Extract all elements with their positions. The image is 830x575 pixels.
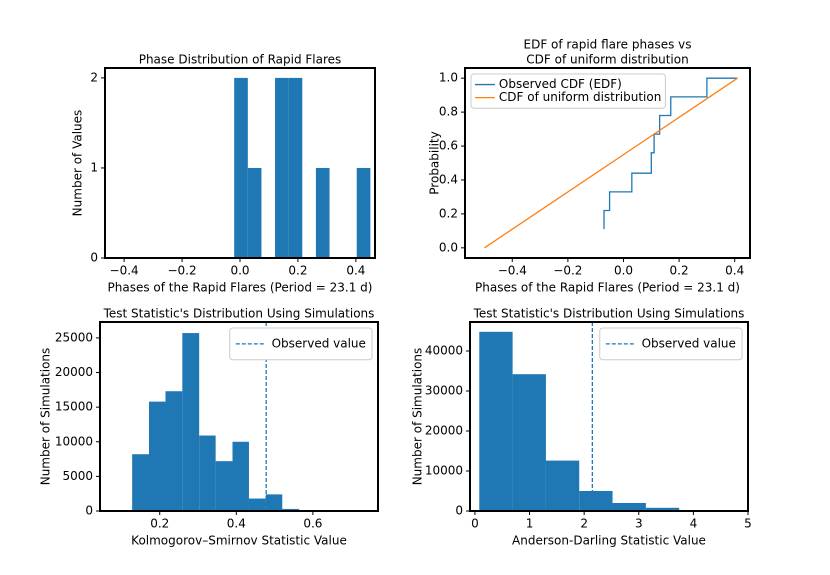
chart-title: Test Statistic's Distribution Using Simu… xyxy=(103,307,375,321)
chart-title: CDF of uniform distribution xyxy=(526,53,688,67)
bar xyxy=(612,503,646,511)
x-axis-label: Kolmogorov–Smirnov Statistic Value xyxy=(131,534,347,548)
axes-frame xyxy=(104,67,376,259)
bar xyxy=(247,167,262,258)
x-tick-label: −0.2 xyxy=(553,264,582,278)
bar xyxy=(288,77,303,258)
x-tick-label: 0.4 xyxy=(227,517,246,531)
legend-box xyxy=(599,327,743,361)
series-line xyxy=(484,77,738,249)
x-tick-label: 5 xyxy=(744,517,752,531)
y-tick-label: 10000 xyxy=(425,464,463,478)
x-tick-label: 0.4 xyxy=(725,264,744,278)
y-tick-label: 10000 xyxy=(55,434,93,448)
y-tick-label: 0.6 xyxy=(439,139,458,153)
x-tick-label: 0.2 xyxy=(288,264,307,278)
y-axis-label: Number of Simulations xyxy=(411,348,425,486)
y-tick-label: 0 xyxy=(90,251,98,265)
chart-title: Phase Distribution of Rapid Flares xyxy=(139,53,342,67)
y-axis-label: Probability xyxy=(428,131,442,194)
legend-label: Observed value xyxy=(642,336,736,350)
y-tick-label: 5000 xyxy=(62,469,93,483)
bar xyxy=(248,498,266,511)
bar xyxy=(479,331,513,511)
bar xyxy=(232,441,249,511)
x-axis-label: Phases of the Rapid Flares (Period = 23.… xyxy=(108,281,373,295)
bar xyxy=(315,167,330,258)
bar xyxy=(165,391,183,511)
x-tick-label: −0.4 xyxy=(110,264,139,278)
legend-label: Observed CDF (EDF) xyxy=(499,77,622,91)
x-axis-label: Phases of the Rapid Flares (Period = 23.… xyxy=(475,281,740,295)
x-tick-label: 0.0 xyxy=(230,264,249,278)
legend: Observed value xyxy=(599,327,743,361)
bar xyxy=(149,401,166,511)
legend-label: Observed value xyxy=(272,336,366,350)
series-line xyxy=(603,77,738,230)
y-tick-label: 40000 xyxy=(425,344,463,358)
bar xyxy=(182,333,200,511)
x-tick-label: 4 xyxy=(690,517,698,531)
subplot: Test Statistic's Distribution Using Simu… xyxy=(411,307,752,548)
bar xyxy=(512,374,546,511)
x-tick-label: 0.6 xyxy=(303,517,322,531)
y-tick-label: 1.0 xyxy=(439,71,458,85)
x-tick-label: 0.2 xyxy=(670,264,689,278)
y-tick-label: 0.0 xyxy=(439,240,458,254)
x-tick-label: 2 xyxy=(580,517,588,531)
bar xyxy=(282,508,300,511)
y-axis-label: Number of Simulations xyxy=(39,348,53,486)
subplot: Test Statistic's Distribution Using Simu… xyxy=(39,307,379,548)
x-tick-label: 0.2 xyxy=(150,517,169,531)
y-axis-label: Number of Values xyxy=(71,110,85,217)
y-tick-label: 0.2 xyxy=(439,206,458,220)
bar xyxy=(645,507,680,511)
legend-box xyxy=(470,73,666,109)
legend-label: CDF of uniform distribution xyxy=(499,90,661,104)
y-tick-label: 30000 xyxy=(425,384,463,398)
legend: Observed CDF (EDF)CDF of uniform distrib… xyxy=(470,73,666,109)
x-tick-label: 0.4 xyxy=(346,264,365,278)
x-tick-label: 3 xyxy=(635,517,643,531)
axes-frame xyxy=(99,321,379,512)
bar xyxy=(275,77,289,258)
bar xyxy=(545,460,580,511)
y-tick-label: 20000 xyxy=(425,424,463,438)
y-tick-label: 15000 xyxy=(55,400,93,414)
bar xyxy=(356,167,371,258)
y-tick-label: 25000 xyxy=(55,330,93,344)
chart-title: Test Statistic's Distribution Using Simu… xyxy=(473,307,745,321)
bar xyxy=(234,77,248,258)
x-tick-label: 0 xyxy=(471,517,479,531)
bar xyxy=(265,494,283,511)
subplot: Phase Distribution of Rapid Flares Phases… xyxy=(71,53,376,295)
x-tick-label: −0.2 xyxy=(167,264,196,278)
bar xyxy=(199,435,216,511)
legend: Observed value xyxy=(229,327,373,361)
axes-frame xyxy=(464,67,751,259)
x-tick-label: 1 xyxy=(526,517,534,531)
x-tick-label: 0.0 xyxy=(614,264,633,278)
y-tick-label: 2 xyxy=(90,70,98,84)
y-tick-label: 20000 xyxy=(55,365,93,379)
y-tick-label: 1 xyxy=(90,160,98,174)
x-axis-label: Anderson-Darling Statistic Value xyxy=(512,534,706,548)
axes-frame xyxy=(469,321,749,512)
bar xyxy=(579,491,613,511)
y-tick-label: 0 xyxy=(455,504,463,518)
y-tick-label: 0 xyxy=(85,504,93,518)
bar xyxy=(132,454,150,511)
y-tick-label: 0.4 xyxy=(439,172,458,186)
legend-box xyxy=(229,327,373,361)
x-tick-label: −0.4 xyxy=(498,264,527,278)
y-tick-label: 0.8 xyxy=(439,105,458,119)
bar xyxy=(215,461,233,511)
chart-title: EDF of rapid flare phases vs xyxy=(524,38,692,52)
